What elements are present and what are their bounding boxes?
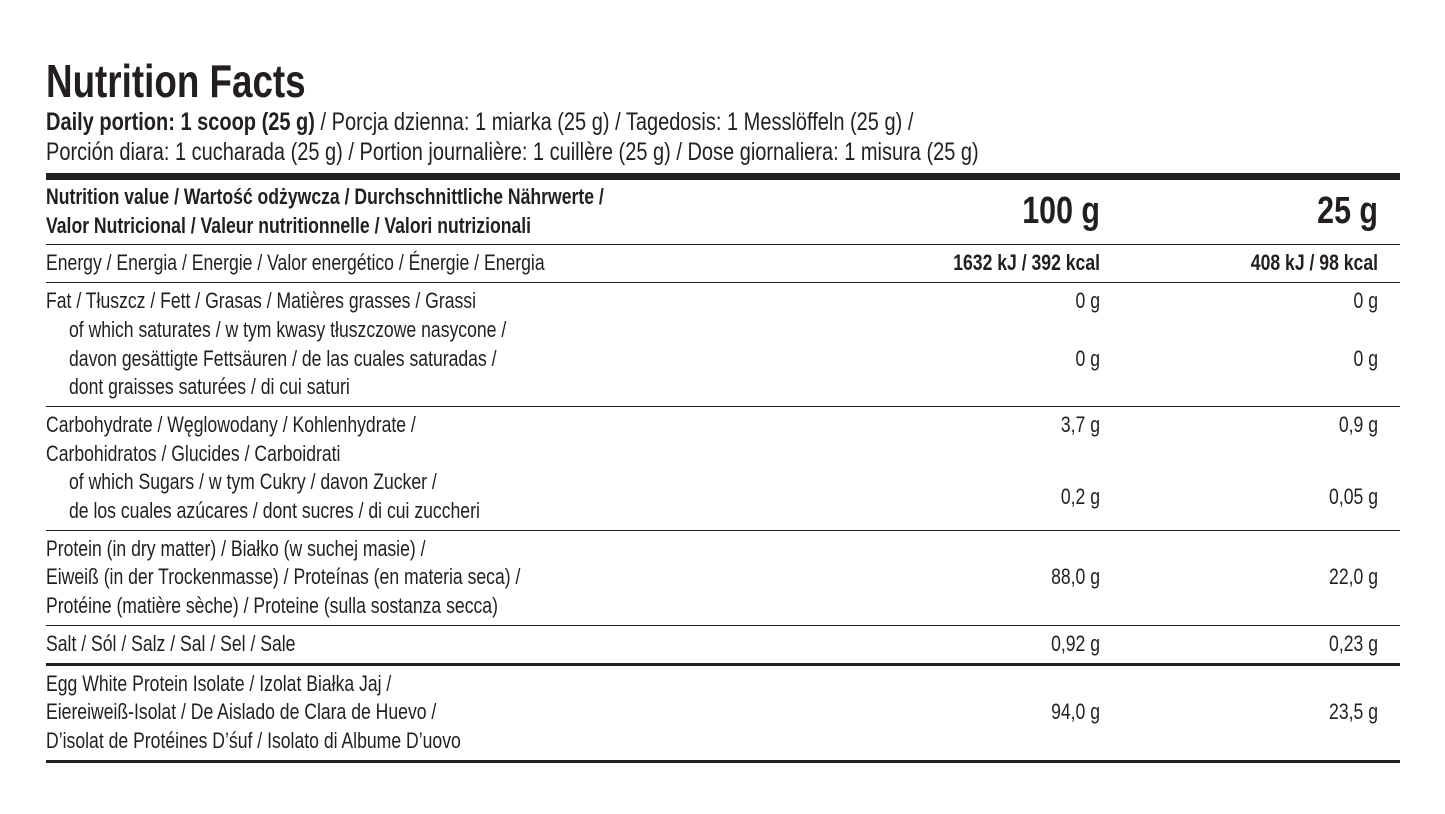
header-column: 100 g bbox=[800, 183, 1100, 240]
nutrient-label: Protein (in dry matter) / Białko (w such… bbox=[46, 535, 800, 621]
header-label-line: Nutrition value / Wartość odżywcza / Dur… bbox=[46, 184, 604, 209]
nutrient-row: Carbohydrate / Węglowodany / Kohlenhydra… bbox=[46, 411, 1400, 468]
header-column: 25 g bbox=[1100, 183, 1378, 240]
header-label-line: Valor Nutricional / Valeur nutritionnell… bbox=[46, 212, 532, 238]
value: 22,0 g bbox=[1329, 564, 1378, 590]
value: 408 kJ / 98 kcal bbox=[1250, 250, 1378, 276]
nutrient-label: Salt / Sól / Salz / Sal / Sel / Sale bbox=[46, 630, 800, 659]
nutrient-label: Carbohydrate / Węglowodany / Kohlenhydra… bbox=[46, 411, 800, 468]
value: 1632 kJ / 392 kcal bbox=[953, 250, 1100, 276]
nutrient-row: Salt / Sól / Salz / Sal / Sel / Sale 0,92… bbox=[46, 630, 1400, 659]
value: 0 g bbox=[1353, 345, 1378, 371]
value-cell: 23,5 g bbox=[1100, 670, 1378, 756]
value-cell: 0,05 g bbox=[1100, 468, 1378, 525]
value-cell: 22,0 g bbox=[1100, 535, 1378, 621]
nutrient-row: Fat / Tłuszcz / Fett / Grasas / Matières… bbox=[46, 287, 1400, 316]
value: 88,0 g bbox=[1051, 564, 1100, 590]
nutrient-row: Energy / Energia / Energie / Valor energ… bbox=[46, 249, 1400, 278]
serving-line: Porción diara: 1 cucharada (25 g) / Port… bbox=[46, 138, 979, 166]
label-line: Protein (in dry matter) / Białko (w such… bbox=[46, 535, 426, 561]
value-cell: 0,9 g bbox=[1100, 411, 1378, 468]
nutrient-row: of which Sugars / w tym Cukry / davon Zu… bbox=[46, 468, 1400, 525]
column-title: 25 g bbox=[1317, 190, 1378, 233]
label-line: Protéine (matière sèche) / Proteine (sul… bbox=[46, 593, 498, 619]
value: 3,7 g bbox=[1060, 411, 1100, 437]
value-cell: 0,23 g bbox=[1100, 630, 1378, 659]
section: Carbohydrate / Węglowodany / Kohlenhydra… bbox=[46, 407, 1400, 531]
label-line: Eiweiß (in der Trockenmasse) / Proteínas… bbox=[46, 564, 521, 590]
label-line: davon gesättigte Fettsäuren / de las cua… bbox=[69, 345, 497, 371]
value: 0,2 g bbox=[1060, 483, 1100, 509]
column-title: 100 g bbox=[1022, 190, 1100, 233]
label-line: of which saturates / w tym kwasy tłuszcz… bbox=[69, 316, 507, 342]
value: 94,0 g bbox=[1051, 699, 1100, 725]
value: 0,9 g bbox=[1338, 411, 1378, 437]
section: Egg White Protein Isolate / Izolat Białk… bbox=[46, 662, 1400, 760]
section: Fat / Tłuszcz / Fett / Grasas / Matières… bbox=[46, 283, 1400, 407]
nutrient-label: of which saturates / w tym kwasy tłuszcz… bbox=[46, 316, 800, 402]
title: Nutrition Facts bbox=[46, 55, 1400, 107]
label-line: of which Sugars / w tym Cukry / davon Zu… bbox=[69, 469, 437, 495]
nutrient-row: Egg White Protein Isolate / Izolat Białk… bbox=[46, 670, 1400, 756]
value: 0 g bbox=[1353, 288, 1378, 314]
label-line: Carbohidratos / Glucides / Carboidrati bbox=[46, 440, 341, 466]
title-text: Nutrition Facts bbox=[46, 55, 306, 107]
section: Salt / Sól / Salz / Sal / Sel / Sale 0,92… bbox=[46, 626, 1400, 664]
value: 0,92 g bbox=[1051, 630, 1100, 656]
value: 0 g bbox=[1075, 288, 1100, 314]
header-label: Nutrition value / Wartość odżywcza / Dur… bbox=[46, 183, 800, 240]
label-line: Carbohydrate / Węglowodany / Kohlenhydra… bbox=[46, 411, 416, 437]
value: 0,23 g bbox=[1329, 630, 1378, 656]
serving: Daily portion: 1 scoop (25 g) / Porcja d… bbox=[46, 107, 1400, 167]
nutrient-row: of which saturates / w tym kwasy tłuszcz… bbox=[46, 316, 1400, 402]
nutrient-row: Protein (in dry matter) / Białko (w such… bbox=[46, 535, 1400, 621]
nutrient-label: Egg White Protein Isolate / Izolat Białk… bbox=[46, 670, 800, 756]
label-line: D’isolat de Protéines D’śuf / Isolato di… bbox=[46, 727, 461, 753]
serving-line: Daily portion: 1 scoop (25 g) / Porcja d… bbox=[46, 107, 1129, 137]
label-line: Egg White Protein Isolate / Izolat Białk… bbox=[46, 670, 392, 696]
value-cell: 0 g bbox=[1100, 287, 1378, 316]
label-line: Fat / Tłuszcz / Fett / Grasas / Matières… bbox=[46, 288, 477, 314]
value-cell: 3,7 g bbox=[800, 411, 1100, 468]
nutrient-label: of which Sugars / w tym Cukry / davon Zu… bbox=[46, 468, 800, 525]
label-line: Energy / Energia / Energie / Valor energ… bbox=[46, 250, 545, 276]
value-cell: 0,2 g bbox=[800, 468, 1100, 525]
label-line: dont graisses saturées / di cui saturi bbox=[69, 374, 350, 400]
label-line: Salt / Sól / Salz / Sal / Sel / Sale bbox=[46, 630, 296, 656]
value: 23,5 g bbox=[1329, 699, 1378, 725]
value-cell: 88,0 g bbox=[800, 535, 1100, 621]
serving-bold: Daily portion: 1 scoop (25 g) bbox=[46, 108, 315, 136]
label-line: Eiereiweiß-Isolat / De Aislado de Clara … bbox=[46, 699, 437, 725]
value-cell: 408 kJ / 98 kcal bbox=[1100, 249, 1378, 278]
value-cell: 94,0 g bbox=[800, 670, 1100, 756]
value-cell: 0 g bbox=[800, 316, 1100, 402]
value-cell: 1632 kJ / 392 kcal bbox=[800, 249, 1100, 278]
value: 0,05 g bbox=[1329, 483, 1378, 509]
nutrient-label: Energy / Energia / Energie / Valor energ… bbox=[46, 249, 800, 278]
section: Energy / Energia / Energie / Valor energ… bbox=[46, 245, 1400, 284]
header-row: Nutrition value / Wartość odżywcza / Dur… bbox=[46, 180, 1400, 246]
serving-text: / Porcja dzienna: 1 miarka (25 g) / Tage… bbox=[320, 108, 914, 136]
value: 0 g bbox=[1075, 345, 1100, 371]
nutrition-label: Nutrition Facts Daily portion: 1 scoop (… bbox=[46, 55, 1400, 763]
value-cell: 0 g bbox=[1100, 316, 1378, 402]
value-cell: 0,92 g bbox=[800, 630, 1100, 659]
value-cell: 0 g bbox=[800, 287, 1100, 316]
nutrient-label: Fat / Tłuszcz / Fett / Grasas / Matières… bbox=[46, 287, 800, 316]
label-line: de los cuales azúcares / dont sucres / d… bbox=[69, 498, 480, 524]
nutrition-table: Nutrition value / Wartość odżywcza / Dur… bbox=[46, 173, 1400, 763]
section: Protein (in dry matter) / Białko (w such… bbox=[46, 531, 1400, 626]
